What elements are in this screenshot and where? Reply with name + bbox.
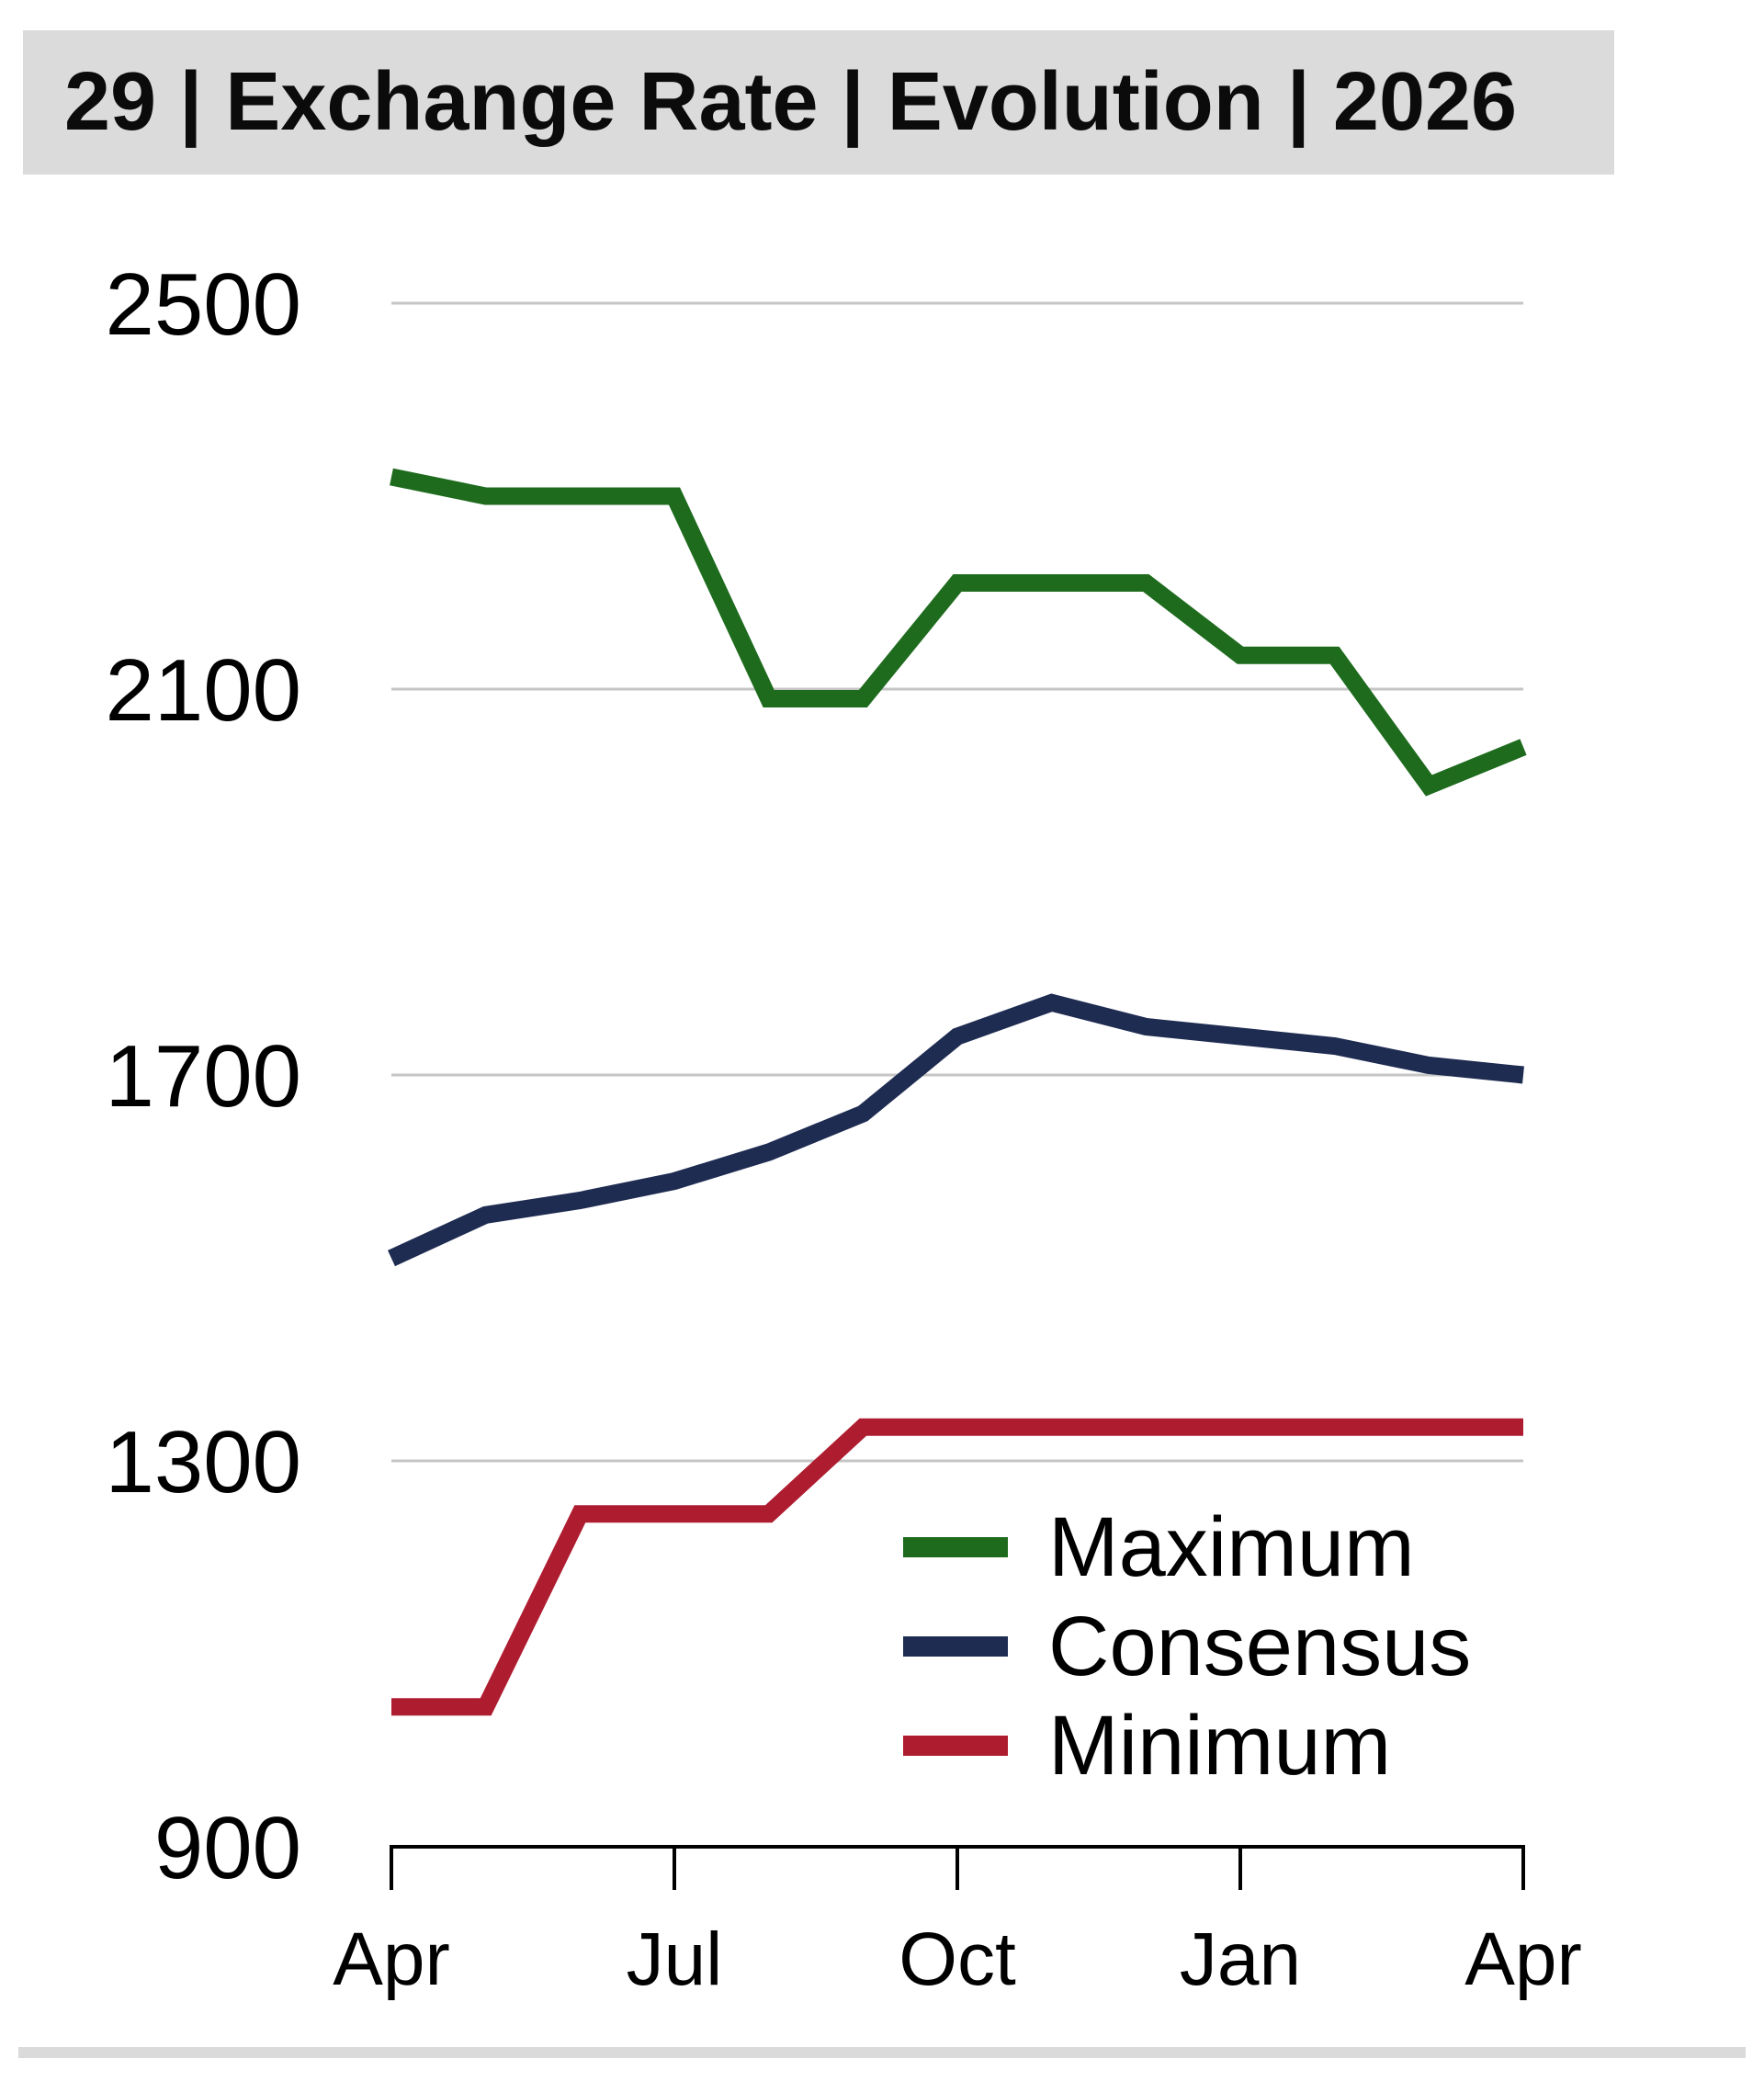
x-axis-labels: Apr Jul Oct Jan Apr	[333, 1918, 1582, 2001]
legend-swatch-consensus	[903, 1636, 1008, 1657]
legend-item-minimum: Minimum	[903, 1700, 1391, 1792]
legend-label: Minimum	[1048, 1699, 1392, 1793]
x-tick-label: Jan	[1180, 1918, 1301, 2001]
title-bar: 29 | Exchange Rate | Evolution | 2026	[23, 30, 1614, 175]
y-tick-label: 2500	[105, 255, 301, 354]
chart-title: 29 | Exchange Rate | Evolution | 2026	[64, 56, 1518, 148]
x-tick-label: Apr	[1464, 1918, 1582, 2001]
x-tick-label: Oct	[899, 1918, 1016, 2001]
y-tick-label: 2100	[105, 641, 301, 740]
y-tick-label: 1700	[105, 1027, 301, 1126]
consensus-line	[388, 993, 1524, 1267]
y-tick-label: 900	[154, 1799, 301, 1897]
y-tick-label: 1300	[105, 1413, 301, 1511]
legend-swatch-minimum	[903, 1736, 1008, 1756]
legend-item-consensus: Consensus	[903, 1601, 1471, 1692]
x-axis	[390, 1845, 1525, 1890]
legend-item-maximum: Maximum	[903, 1501, 1415, 1593]
series-lines	[388, 468, 1527, 1716]
legend-label: Consensus	[1048, 1600, 1472, 1693]
x-tick-label: Jul	[627, 1918, 723, 2001]
gridlines	[391, 301, 1523, 1463]
minimum-line	[391, 1418, 1523, 1716]
legend-label: Maximum	[1048, 1500, 1415, 1594]
legend-swatch-maximum	[903, 1537, 1008, 1557]
maximum-line	[390, 468, 1527, 797]
y-axis-labels: 2500 2100 1700 1300 900	[105, 255, 301, 1897]
x-tick-label: Apr	[333, 1918, 450, 2001]
page-bottom-border	[18, 2047, 1746, 2058]
